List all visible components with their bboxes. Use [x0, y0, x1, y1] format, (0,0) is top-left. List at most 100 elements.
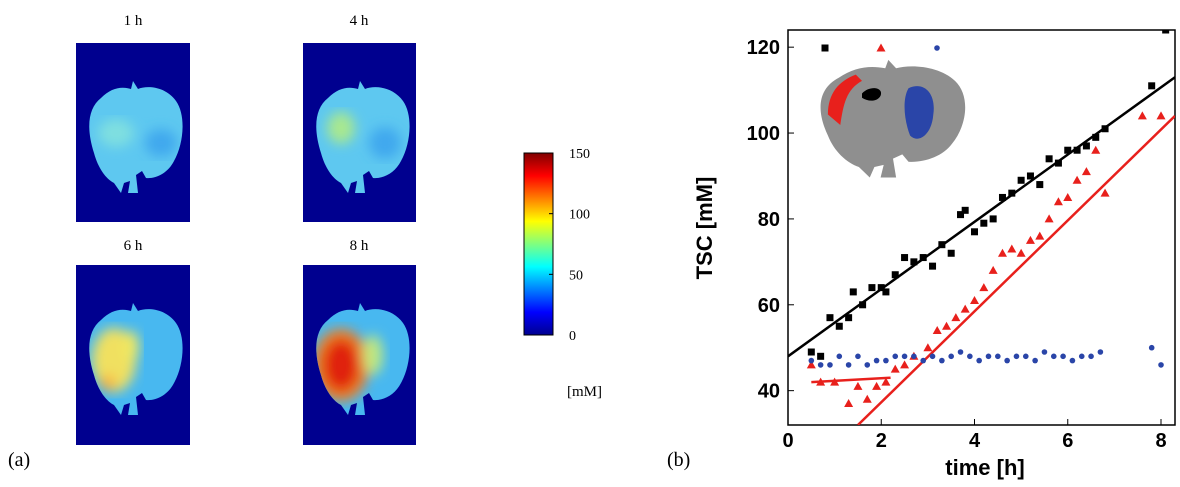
point [872, 381, 882, 390]
point [997, 248, 1007, 257]
point [1041, 349, 1048, 355]
point [1060, 353, 1066, 360]
point [891, 271, 899, 279]
point [1092, 133, 1100, 141]
x-tick-label: 6 [1062, 430, 1073, 452]
point [826, 314, 834, 322]
point [919, 254, 927, 262]
point [1088, 353, 1094, 360]
map-title: 6 h [124, 238, 143, 254]
point [862, 394, 872, 403]
point [816, 377, 826, 386]
panel-label: (a) [8, 449, 30, 471]
point [1082, 142, 1090, 150]
point [932, 326, 942, 335]
point [971, 228, 979, 236]
point [929, 262, 937, 270]
point [864, 362, 871, 368]
point [873, 357, 880, 364]
point [901, 254, 909, 262]
y-tick-label: 40 [758, 381, 780, 403]
point [1148, 344, 1155, 351]
point [1022, 353, 1029, 360]
point [988, 265, 998, 274]
point [938, 241, 946, 249]
colorbar [523, 152, 554, 336]
point [806, 360, 816, 369]
plot: 0 2 4 6 8 40 60 80 100 120 [747, 29, 1176, 452]
colorbar-tick-label: 0 [569, 329, 576, 344]
y-tick-label: 100 [747, 123, 780, 145]
brain-map [76, 265, 190, 445]
point [1148, 82, 1156, 90]
point [1032, 357, 1038, 364]
point [1035, 231, 1045, 240]
point [1078, 353, 1085, 360]
point [855, 353, 861, 360]
point [1162, 30, 1170, 34]
point [985, 353, 992, 360]
y-tick-label: 120 [747, 37, 780, 59]
y-tick-label: 80 [758, 209, 780, 231]
point [1025, 235, 1035, 244]
legend-marker [821, 44, 829, 52]
point [817, 352, 825, 360]
colorbar-tick-label: 100 [569, 208, 590, 223]
legend-marker [876, 43, 886, 52]
colorbar-tick-label: 50 [569, 268, 583, 283]
point [961, 206, 969, 214]
fit-line [857, 114, 1175, 425]
point [979, 283, 989, 292]
plot-area [788, 30, 1175, 425]
point [910, 258, 918, 266]
point [807, 348, 815, 356]
colorbar-label: [mM] [567, 384, 602, 400]
brain-inset [820, 59, 966, 178]
point [951, 313, 961, 322]
point [995, 353, 1001, 360]
point [830, 377, 840, 386]
point [923, 343, 933, 352]
point [844, 399, 854, 408]
point [859, 301, 867, 309]
point [808, 357, 815, 364]
point [868, 284, 876, 292]
point [957, 349, 964, 355]
point [1101, 125, 1109, 133]
point [967, 353, 973, 360]
point [1156, 111, 1166, 120]
legend-marker [934, 45, 940, 51]
series [808, 344, 1164, 368]
point [1026, 172, 1034, 180]
point [827, 362, 833, 368]
point [1008, 189, 1016, 197]
point [877, 284, 885, 292]
point [1054, 159, 1062, 167]
fit-line [788, 76, 1175, 358]
point [957, 211, 965, 219]
point [853, 381, 863, 390]
x-tick-label: 4 [969, 430, 981, 452]
point [900, 360, 910, 369]
point [836, 353, 843, 360]
point [1137, 111, 1147, 120]
panel-label: (b) [667, 449, 690, 471]
point [998, 193, 1006, 201]
point [849, 288, 857, 296]
series [806, 111, 1166, 408]
point [1073, 146, 1081, 154]
point [1007, 244, 1017, 253]
point [989, 215, 997, 223]
point [1045, 155, 1053, 163]
point [1069, 357, 1076, 364]
point [1050, 353, 1057, 360]
point [1053, 197, 1063, 206]
y-tick-label: 60 [758, 295, 780, 317]
point [1036, 181, 1044, 189]
point [901, 353, 908, 360]
point [892, 353, 899, 360]
point [845, 314, 853, 322]
point [1017, 176, 1025, 184]
point [1044, 214, 1054, 223]
